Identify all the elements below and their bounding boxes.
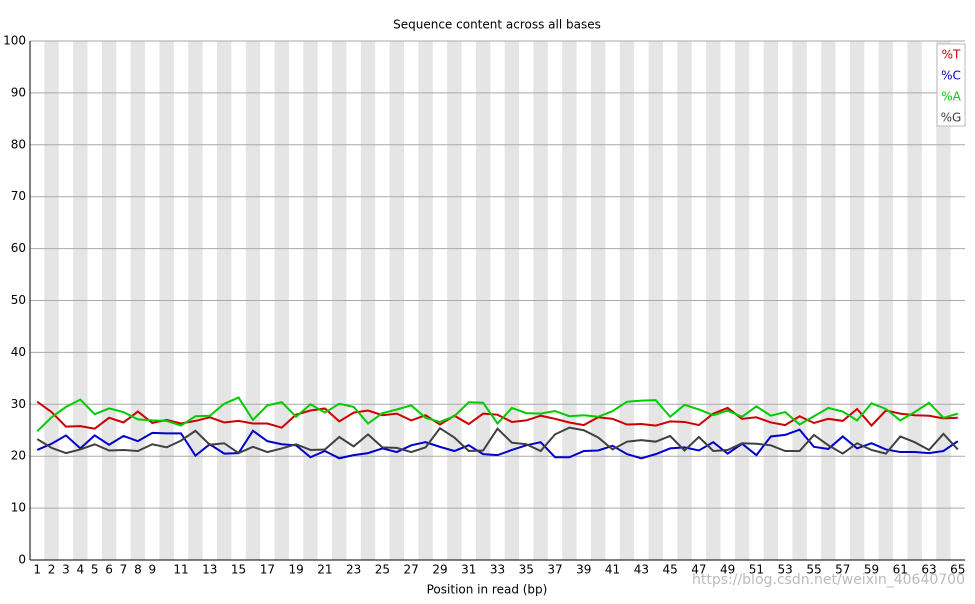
y-tick-label: 50 xyxy=(11,293,26,307)
y-tick-label: 90 xyxy=(11,85,26,99)
x-tick-label: 8 xyxy=(134,563,142,577)
x-tick-label: 11 xyxy=(173,563,188,577)
x-tick-label: 27 xyxy=(404,563,419,577)
x-tick-label: 17 xyxy=(260,563,275,577)
x-tick-label: 19 xyxy=(288,563,303,577)
x-tick-label: 7 xyxy=(120,563,128,577)
legend-box xyxy=(936,43,966,127)
series-line xyxy=(36,396,959,433)
series-line xyxy=(36,428,959,460)
x-tick-label: 39 xyxy=(576,563,591,577)
series-line xyxy=(36,400,958,430)
x-tick-label: 61 xyxy=(893,563,908,577)
y-tick-label: 70 xyxy=(11,189,26,203)
x-tick-label: 45 xyxy=(662,563,677,577)
y-tick-label: 20 xyxy=(11,449,26,463)
x-tick-label: 51 xyxy=(749,563,764,577)
legend-label: %G xyxy=(941,111,962,125)
legend-label: %T xyxy=(942,48,961,62)
x-tick-label: 65 xyxy=(950,563,965,577)
chart-title: Sequence content across all bases xyxy=(393,18,601,32)
legend-label: %A xyxy=(941,90,961,104)
x-tick-label: 21 xyxy=(317,563,332,577)
x-tick-label: 49 xyxy=(720,563,735,577)
x-tick-label: 57 xyxy=(835,563,850,577)
x-tick-label: 29 xyxy=(432,563,447,577)
x-tick-label: 43 xyxy=(634,563,649,577)
y-tick-label: 30 xyxy=(11,397,26,411)
x-tick-label: 4 xyxy=(77,563,85,577)
x-tick-label: 37 xyxy=(547,563,562,577)
x-tick-label: 41 xyxy=(605,563,620,577)
x-tick-label: 13 xyxy=(202,563,217,577)
x-tick-label: 5 xyxy=(91,563,99,577)
x-tick-label: 31 xyxy=(461,563,476,577)
y-tick-label: 100 xyxy=(3,34,26,48)
legend-label: %C xyxy=(941,69,961,83)
x-axis-title: Position in read (bp) xyxy=(427,583,548,597)
x-tick-label: 33 xyxy=(490,563,505,577)
x-tick-label: 3 xyxy=(62,563,70,577)
x-tick-label: 2 xyxy=(48,563,56,577)
x-tick-label: 47 xyxy=(691,563,706,577)
y-tick-label: 0 xyxy=(18,553,26,567)
x-tick-label: 35 xyxy=(519,563,534,577)
y-tick-label: 60 xyxy=(11,241,26,255)
series-line xyxy=(36,426,959,455)
x-tick-label: 23 xyxy=(346,563,361,577)
x-tick-label: 15 xyxy=(231,563,246,577)
y-tick-label: 40 xyxy=(11,345,26,359)
x-tick-label: 6 xyxy=(105,563,113,577)
x-tick-label: 1 xyxy=(33,563,41,577)
x-tick-label: 59 xyxy=(864,563,879,577)
x-tick-label: 53 xyxy=(778,563,793,577)
x-tick-label: 55 xyxy=(806,563,821,577)
x-tick-label: 25 xyxy=(375,563,390,577)
y-tick-label: 10 xyxy=(11,501,26,515)
watermark: https://blog.csdn.net/weixin_40640700 xyxy=(692,572,965,588)
x-tick-label: 63 xyxy=(921,563,936,577)
y-tick-label: 80 xyxy=(11,137,26,151)
x-tick-label: 9 xyxy=(148,563,156,577)
